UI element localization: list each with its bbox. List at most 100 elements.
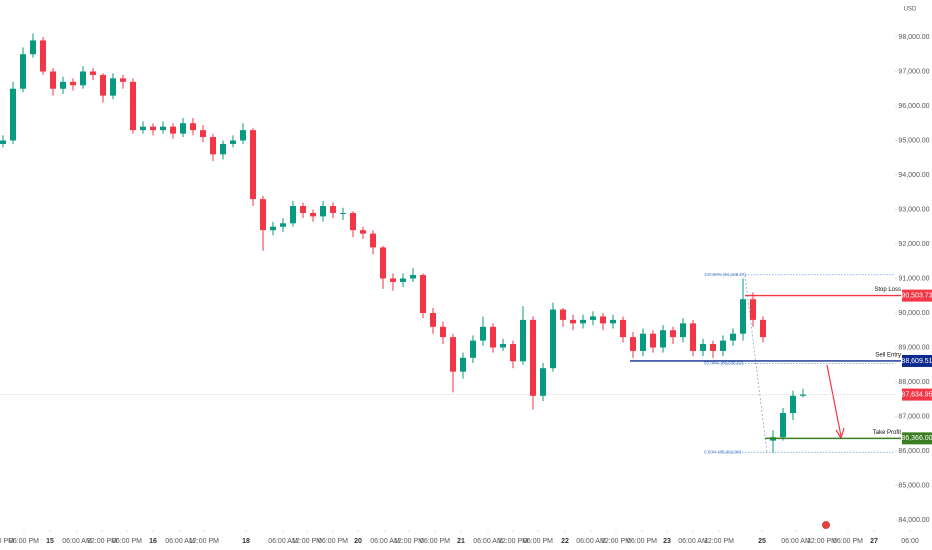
fib-label: 0.00% (85,962.98) [704, 449, 742, 454]
level-price-label: 88,609.51 [901, 358, 932, 365]
candle-body [630, 337, 636, 351]
x-tick-label: 06:00 PM [9, 538, 39, 545]
candle-body [600, 316, 606, 324]
x-tick-label: 25 [758, 538, 766, 545]
fib-trend-line [744, 274, 768, 454]
level-price-box [902, 432, 932, 445]
candle-body [690, 323, 696, 351]
candle-body [370, 233, 376, 248]
x-tick-label: 06:00 AM [165, 538, 195, 545]
candle-body [530, 319, 536, 396]
event-flag[interactable] [822, 521, 830, 529]
candle-body [310, 212, 316, 217]
candle-body [590, 316, 596, 320]
level-price-label: 90,503.73 [901, 292, 932, 299]
last-price-box [902, 388, 932, 401]
candle-body [740, 299, 746, 334]
fib-label: 100.00% (91,108.27) [704, 272, 747, 277]
candle-body [390, 278, 396, 282]
candle-body [750, 299, 756, 320]
candle-body [610, 319, 616, 324]
candle-body [560, 309, 566, 320]
candle-body [780, 413, 786, 438]
x-tick-label: 23 [663, 538, 671, 545]
candle-body [110, 78, 116, 96]
candle-body [70, 81, 76, 86]
candle-body [400, 278, 406, 282]
x-tick-label: 12:00 PM [189, 538, 219, 545]
candle-body [550, 309, 556, 369]
candle-body [10, 88, 16, 141]
candle-body [200, 130, 206, 138]
candle-body [130, 81, 136, 131]
candle-body [640, 333, 646, 351]
candle-body [90, 71, 96, 75]
candle-body [260, 199, 266, 231]
candle-body [720, 340, 726, 351]
y-tick-label: 95,000.00 [898, 137, 929, 144]
x-tick-label: 18 [242, 538, 250, 545]
last-price-label: 87,634.95 [901, 391, 932, 398]
x-tick-label: 06:00 PM [523, 538, 553, 545]
x-tick-label: 12:00 PM [807, 538, 837, 545]
candle-body [360, 230, 366, 234]
currency-label: USD [904, 7, 917, 13]
candle-body [160, 126, 166, 131]
y-tick-label: 88,000.00 [898, 379, 929, 386]
level-price-box [902, 289, 932, 302]
x-tick-label: 06:00 PM [627, 538, 657, 545]
level-name: Sell Entry [875, 353, 901, 359]
candle-body [170, 126, 176, 134]
fib-label: 50.00% (88,535.62) [704, 361, 744, 366]
candle-body [480, 326, 486, 341]
x-tick-label: 06:00 AM [781, 538, 811, 545]
candle-body [250, 130, 256, 200]
level-name: Take Profit [873, 430, 902, 436]
y-tick-label: 84,000.00 [898, 517, 929, 524]
candle-body [730, 333, 736, 341]
candle-body [670, 330, 676, 338]
y-tick-label: 85,000.00 [898, 482, 929, 489]
candle-body [410, 275, 416, 279]
x-tick-label: 20 [354, 538, 362, 545]
candle-body [620, 319, 626, 338]
projection-arrow [826, 364, 842, 437]
candle-body [300, 206, 306, 213]
level-price-label: 86,366.00 [901, 435, 932, 442]
x-tick-label: 06:00 AM [678, 538, 708, 545]
candle-body [520, 319, 526, 362]
candle-body [290, 206, 296, 224]
x-tick-label: 06:00 PM [833, 538, 863, 545]
x-tick-label: 12:00 PM [704, 538, 734, 545]
level-name: Stop Loss [874, 287, 901, 293]
y-tick-label: 89,000.00 [898, 344, 929, 351]
candle-body [140, 126, 146, 131]
y-tick-label: 91,000.00 [898, 275, 929, 282]
x-tick-label: 12:00 PM [292, 538, 322, 545]
x-tick-label: 06:00 AM [473, 538, 503, 545]
x-tick-label: 06:00 AM [370, 538, 400, 545]
candle-body [450, 337, 456, 372]
x-tick-label: 06:00 PM [318, 538, 348, 545]
candle-body [120, 78, 126, 82]
y-tick-label: 93,000.00 [898, 206, 929, 213]
candle-body [280, 223, 286, 227]
candle-body [580, 319, 586, 324]
y-tick-label: 98,000.00 [898, 34, 929, 41]
x-tick-label: 06:00 AM [62, 538, 92, 545]
x-tick-label: 12:00 PM [601, 538, 631, 545]
x-tick-label: 12:00 PM [87, 538, 117, 545]
x-tick-label: 15 [46, 538, 54, 545]
candle-body [680, 323, 686, 338]
candle-body [180, 123, 186, 134]
candle-body [760, 319, 766, 338]
candle-body [150, 126, 156, 131]
candle-body [50, 71, 56, 89]
candle-body [190, 123, 196, 131]
x-tick-label: 16 [149, 538, 157, 545]
x-tick-label: 06:00 PM [112, 538, 142, 545]
candle-body [700, 344, 706, 351]
candle-body [660, 330, 666, 348]
